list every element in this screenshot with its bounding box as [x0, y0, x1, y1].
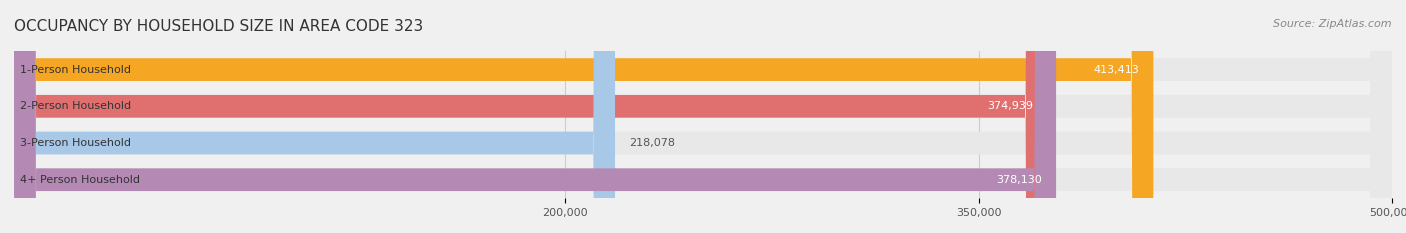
- FancyBboxPatch shape: [14, 0, 614, 233]
- FancyBboxPatch shape: [14, 0, 1047, 233]
- Text: Source: ZipAtlas.com: Source: ZipAtlas.com: [1274, 19, 1392, 29]
- Text: 2-Person Household: 2-Person Household: [20, 101, 131, 111]
- FancyBboxPatch shape: [14, 0, 1392, 233]
- FancyBboxPatch shape: [14, 0, 1153, 233]
- Text: 413,413: 413,413: [1094, 65, 1139, 75]
- Text: 374,939: 374,939: [987, 101, 1033, 111]
- FancyBboxPatch shape: [14, 0, 1056, 233]
- Text: 4+ Person Household: 4+ Person Household: [20, 175, 139, 185]
- FancyBboxPatch shape: [14, 0, 1392, 233]
- Text: 378,130: 378,130: [997, 175, 1042, 185]
- Text: 218,078: 218,078: [628, 138, 675, 148]
- FancyBboxPatch shape: [14, 0, 1392, 233]
- Text: 1-Person Household: 1-Person Household: [20, 65, 131, 75]
- FancyBboxPatch shape: [14, 0, 1392, 233]
- Text: 3-Person Household: 3-Person Household: [20, 138, 131, 148]
- Text: OCCUPANCY BY HOUSEHOLD SIZE IN AREA CODE 323: OCCUPANCY BY HOUSEHOLD SIZE IN AREA CODE…: [14, 19, 423, 34]
